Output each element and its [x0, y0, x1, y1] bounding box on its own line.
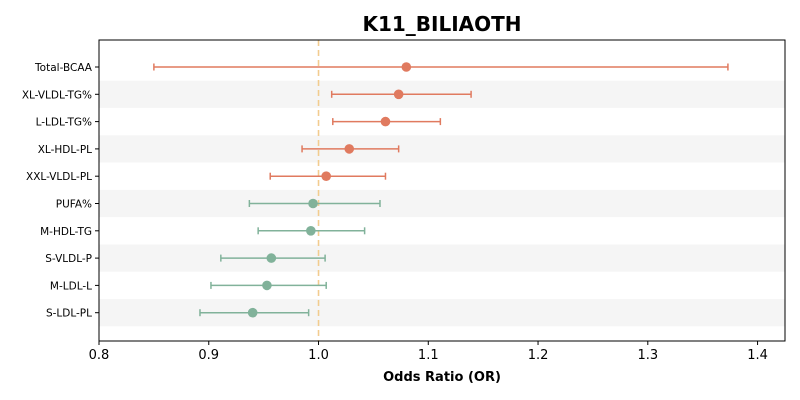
- x-tick-label: 0.8: [89, 348, 110, 363]
- y-tick-label: S-VLDL-P: [45, 253, 92, 265]
- or-point: [401, 62, 412, 72]
- x-tick-label: 1.2: [528, 348, 549, 363]
- row-band: [99, 189, 785, 218]
- y-tick-label: Total-BCAA: [34, 62, 93, 74]
- y-tick-label: XXL-VLDL-PL: [26, 171, 92, 183]
- x-axis: 0.8 0.9 1.0 1.1 1.2 1.3 1.4: [89, 341, 768, 363]
- plot-frame: [98, 39, 786, 342]
- y-tick-label: XL-VLDL-TG%: [22, 89, 92, 101]
- y-tick-label: PUFA%: [56, 199, 92, 211]
- or-point: [247, 307, 258, 318]
- x-tick-label: 1.4: [747, 348, 768, 363]
- y-tick-label: M-LDL-L: [50, 280, 92, 292]
- y-tick-label: S-LDL-PL: [46, 308, 92, 320]
- or-point: [308, 198, 318, 209]
- y-axis: Total-BCAA XL-VLDL-TG% L-LDL-TG% XL-HDL-PL X…: [22, 62, 99, 320]
- or-point: [262, 280, 272, 291]
- or-point: [344, 144, 355, 154]
- x-tick-label: 1.3: [637, 348, 658, 363]
- or-point: [266, 253, 277, 263]
- or-point: [380, 116, 391, 127]
- or-point: [306, 226, 316, 236]
- x-tick-label: 1.1: [418, 348, 439, 363]
- row-bands: [99, 80, 785, 327]
- row-band: [99, 135, 785, 163]
- x-tick-label: 1.0: [308, 348, 329, 363]
- y-tick-label: XL-HDL-PL: [38, 144, 92, 156]
- row-band: [99, 244, 785, 272]
- y-tick-label: M-HDL-TG: [40, 226, 92, 238]
- chart-title: K11_BILIAOTH: [362, 12, 521, 36]
- y-tick-label: L-LDL-TG%: [36, 117, 92, 129]
- or-point: [321, 171, 332, 181]
- data-rows: [153, 62, 729, 318]
- x-tick-label: 0.9: [198, 348, 219, 363]
- x-axis-label: Odds Ratio (OR): [383, 370, 501, 385]
- or-point: [393, 89, 404, 100]
